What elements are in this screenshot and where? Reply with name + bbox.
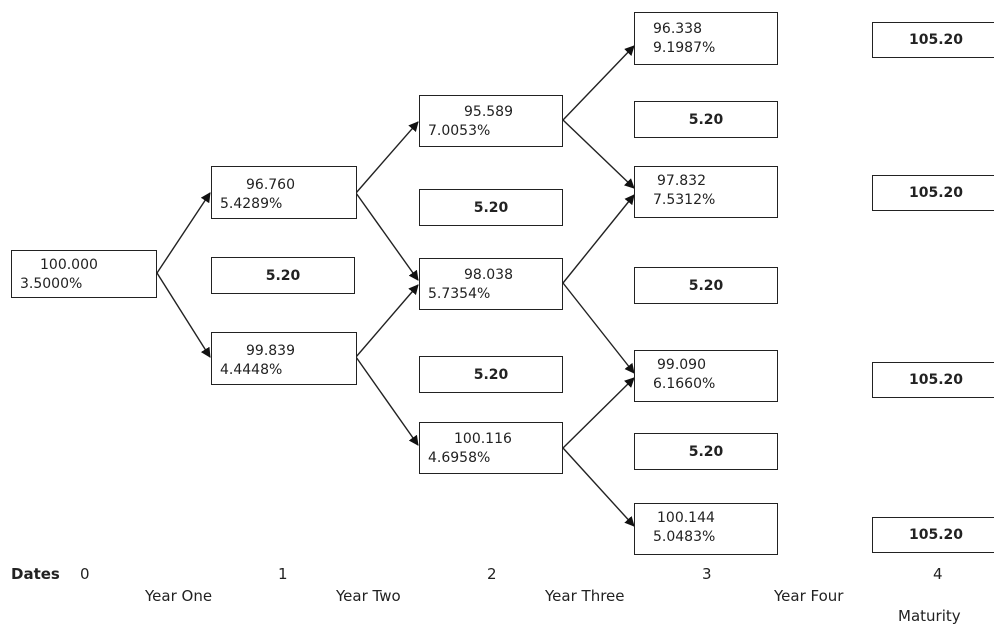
node-rate: 3.5000% (20, 276, 83, 292)
arrow-n2m-n3b (562, 194, 635, 284)
date-3: 3 (702, 565, 712, 583)
cash-flow-date2-b: 5.20 (419, 356, 563, 393)
node-price: 96.338 (653, 21, 702, 37)
arrow-n2m-n3c (562, 282, 635, 374)
node-rate: 7.5312% (653, 192, 716, 208)
node-date1-up: 96.760 5.4289% (211, 166, 357, 219)
arrow-n2d-n3d (562, 447, 635, 527)
arrow-n2u-n3b (562, 119, 635, 189)
period-year-two: Year Two (336, 587, 401, 605)
cash-flow-date2-a: 5.20 (419, 189, 563, 226)
cash-flow-maturity-c: 105.20 (872, 362, 994, 398)
arrow-n1d-n2m (355, 284, 419, 358)
cash-flow-maturity-b: 105.20 (872, 175, 994, 211)
node-rate: 7.0053% (428, 123, 491, 139)
node-rate: 5.0483% (653, 529, 716, 545)
cash-flow-date1: 5.20 (211, 257, 355, 294)
arrow-n1u-n2u (355, 121, 419, 194)
node-price: 95.589 (464, 104, 513, 120)
node-rate: 4.6958% (428, 450, 491, 466)
cash-flow-date3-c: 5.20 (634, 433, 778, 470)
node-date0: 100.000 3.5000% (11, 250, 157, 298)
arrow-n1u-n2m (355, 192, 419, 281)
node-rate: 5.4289% (220, 196, 283, 212)
node-rate: 6.1660% (653, 376, 716, 392)
node-price: 99.090 (657, 357, 706, 373)
date-2: 2 (487, 565, 497, 583)
cash-flow-date3-b: 5.20 (634, 267, 778, 304)
node-date2-mid: 98.038 5.7354% (419, 258, 563, 310)
node-date3-c: 99.090 6.1660% (634, 350, 778, 402)
arrow-n0-n1u (156, 192, 211, 274)
maturity-label: Maturity (898, 607, 961, 625)
dates-label: Dates (11, 565, 60, 583)
node-date3-a: 96.338 9.1987% (634, 12, 778, 65)
node-price: 97.832 (657, 173, 706, 189)
cash-flow-maturity-d: 105.20 (872, 517, 994, 553)
arrow-n2u-n3a (562, 45, 635, 121)
cash-flow-maturity-a: 105.20 (872, 22, 994, 58)
node-price: 96.760 (246, 177, 295, 193)
date-4: 4 (933, 565, 943, 583)
node-price: 99.839 (246, 343, 295, 359)
node-date3-d: 100.144 5.0483% (634, 503, 778, 555)
arrow-n2d-n3c (562, 377, 635, 449)
period-year-three: Year Three (545, 587, 625, 605)
arrow-n0-n1d (156, 272, 211, 358)
node-date1-down: 99.839 4.4448% (211, 332, 357, 385)
node-date2-up: 95.589 7.0053% (419, 95, 563, 147)
node-rate: 5.7354% (428, 286, 491, 302)
node-rate: 4.4448% (220, 362, 283, 378)
node-price: 98.038 (464, 267, 513, 283)
node-price: 100.000 (40, 257, 98, 273)
arrow-n1d-n2d (355, 356, 419, 446)
date-0: 0 (80, 565, 90, 583)
period-year-four: Year Four (774, 587, 844, 605)
period-year-one: Year One (145, 587, 213, 605)
node-price: 100.116 (454, 431, 512, 447)
node-price: 100.144 (657, 510, 715, 526)
node-rate: 9.1987% (653, 40, 716, 56)
node-date2-down: 100.116 4.6958% (419, 422, 563, 474)
node-date3-b: 97.832 7.5312% (634, 166, 778, 218)
date-1: 1 (278, 565, 288, 583)
cash-flow-date3-a: 5.20 (634, 101, 778, 138)
